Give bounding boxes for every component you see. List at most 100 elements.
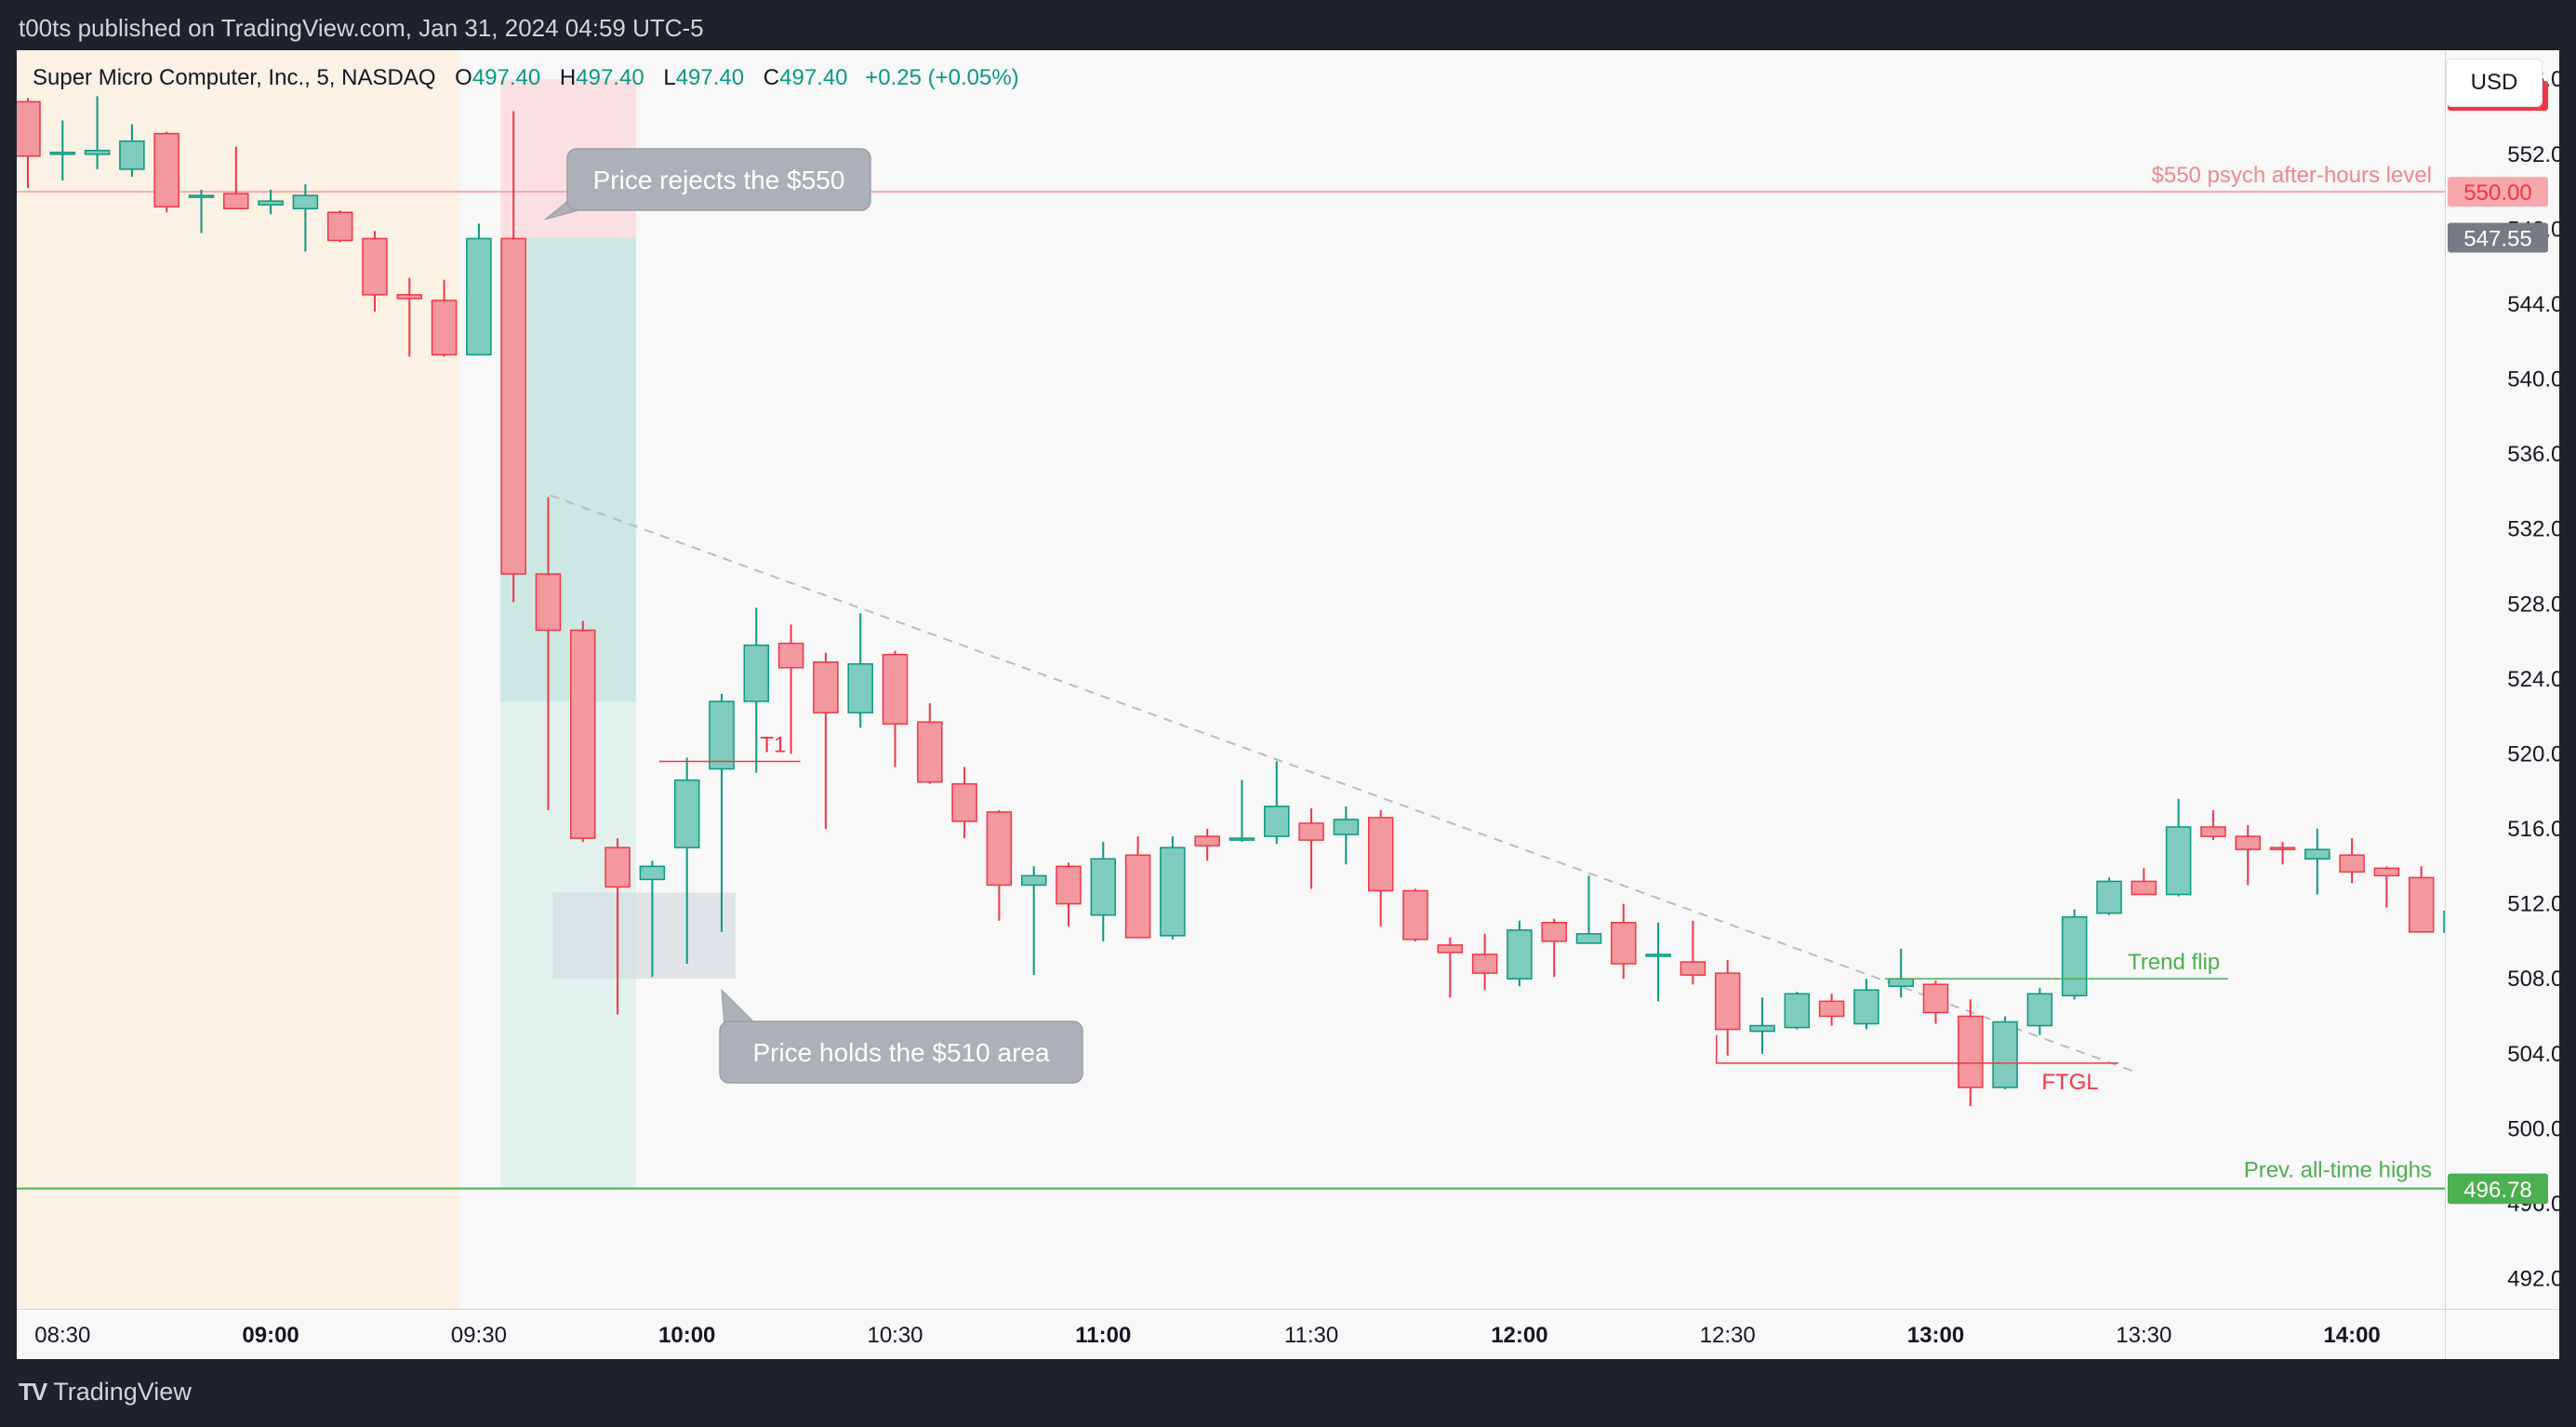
candle-body xyxy=(917,721,943,783)
low-value: 497.40 xyxy=(675,65,745,90)
candle-body xyxy=(1367,817,1394,892)
price-tick-label: 512.00 xyxy=(2507,892,2559,917)
time-axis-separator xyxy=(17,1309,2559,1310)
price-tick-label: 544.00 xyxy=(2507,292,2559,317)
candle-body xyxy=(1471,954,1498,974)
candle-body xyxy=(153,132,179,207)
price-tick-label: 528.00 xyxy=(2507,592,2559,617)
holds-callout-bubble xyxy=(719,1020,1083,1084)
price-badge xyxy=(2448,222,2548,253)
candle-body xyxy=(639,865,666,881)
candles-group xyxy=(17,96,2445,1107)
holds-callout-text: Price holds the $510 area xyxy=(752,1038,1050,1067)
candle-body xyxy=(292,194,319,209)
trend-flip-label: Trend flip xyxy=(2128,950,2220,975)
candle-body xyxy=(951,782,977,822)
premarket-background xyxy=(17,50,460,1309)
rejects-callout-text: Price rejects the $550 xyxy=(593,166,845,194)
candle-body xyxy=(2131,880,2158,896)
price-tick-label: 552.00 xyxy=(2507,142,2559,167)
candle-body xyxy=(1611,921,1637,965)
price-badge-label: 550.00 xyxy=(2463,180,2531,206)
candle-body xyxy=(2235,835,2261,850)
candle-body xyxy=(2026,993,2053,1027)
t1-label: T1 xyxy=(760,732,786,757)
candle-body xyxy=(258,200,284,206)
candle-body xyxy=(2373,867,2400,877)
low-label: L xyxy=(663,65,676,90)
candle-body xyxy=(1749,1024,1775,1033)
candle-body xyxy=(2200,826,2226,837)
candle-body xyxy=(847,662,873,714)
candle-body xyxy=(2061,915,2088,997)
chart-frame[interactable]: $550 psych after-hours level Prev. all-ti… xyxy=(17,50,2559,1359)
ftgl-line xyxy=(1715,1034,2118,1064)
time-tick-label: 12:00 xyxy=(1491,1323,1547,1348)
high-label: H xyxy=(559,65,577,90)
time-tick-label: 13:00 xyxy=(1907,1323,1964,1348)
candle-body xyxy=(1958,1015,1984,1088)
candle-body xyxy=(1228,837,1255,841)
candle-body xyxy=(2165,826,2192,896)
price-axis-separator xyxy=(2445,50,2446,1359)
candlestick-chart[interactable]: $550 psych after-hours level Prev. all-ti… xyxy=(17,50,2559,1359)
price-tick-label: 508.00 xyxy=(2507,967,2559,992)
time-tick-label: 13:30 xyxy=(2116,1323,2171,1348)
open-label: O xyxy=(455,65,472,90)
symbol-name[interactable]: Super Micro Computer, Inc., 5, NASDAQ xyxy=(33,65,436,90)
currency-button[interactable]: USD xyxy=(2446,59,2543,107)
candle-body xyxy=(986,811,1013,887)
price-tick-label: 492.00 xyxy=(2507,1266,2559,1291)
close-value: 497.40 xyxy=(779,65,848,90)
price-tick-label: 520.00 xyxy=(2507,741,2559,767)
candle-body xyxy=(1194,835,1220,847)
candle-body xyxy=(2096,880,2122,914)
close-label: C xyxy=(763,65,780,90)
candle-body xyxy=(1853,989,1879,1025)
candle-body xyxy=(1784,993,1811,1029)
candle-body xyxy=(1714,972,1741,1031)
candle-body xyxy=(362,237,388,296)
trendline-dashed xyxy=(550,494,2138,1074)
price-badge xyxy=(2448,177,2548,207)
candle-body xyxy=(1818,1000,1845,1018)
top-bar: t00ts published on TradingView.com, Jan … xyxy=(0,0,2576,50)
candle-body xyxy=(570,629,596,839)
high-value: 497.40 xyxy=(576,65,644,90)
time-tick-label: 10:00 xyxy=(658,1323,715,1348)
time-tick-label: 09:30 xyxy=(451,1323,507,1348)
candle-body xyxy=(1264,806,1290,837)
candle-body xyxy=(1922,983,1949,1014)
candle-body xyxy=(535,573,562,632)
publish-credit: t00ts published on TradingView.com, Jan … xyxy=(19,14,704,42)
time-tick-label: 09:00 xyxy=(242,1323,299,1348)
price-tick-label: 524.00 xyxy=(2507,667,2559,692)
open-value: 497.40 xyxy=(471,65,541,90)
price-tick-label: 500.00 xyxy=(2507,1116,2559,1141)
candle-body xyxy=(1680,961,1706,976)
candle-body xyxy=(1333,819,1360,835)
time-tick-label: 12:30 xyxy=(1700,1323,1756,1348)
candle-body xyxy=(2408,876,2435,933)
change-value: +0.25 (+0.05%) xyxy=(865,65,1019,90)
candle-body xyxy=(1160,847,1186,937)
candle-body xyxy=(431,300,458,356)
time-tick-label: 08:30 xyxy=(34,1323,90,1348)
candle-body xyxy=(326,211,353,242)
price-tick-label: 540.00 xyxy=(2507,367,2559,393)
bottom-bar: TV TradingView xyxy=(0,1359,2576,1427)
candle-body xyxy=(2339,854,2365,874)
price-tick-label: 504.00 xyxy=(2507,1042,2559,1067)
candle-body xyxy=(466,237,492,356)
candle-body xyxy=(1090,858,1117,916)
price-badge-label: 496.78 xyxy=(2463,1178,2531,1203)
time-tick-label: 10:30 xyxy=(867,1323,923,1348)
candle-body xyxy=(777,642,804,669)
candle-body xyxy=(84,150,111,155)
price-tick-label: 532.00 xyxy=(2507,517,2559,542)
rejects-callout-bubble xyxy=(566,148,871,211)
tradingview-brand[interactable]: TV TradingView xyxy=(19,1378,192,1407)
candle-body xyxy=(17,100,41,157)
ath-level-label: Prev. all-time highs xyxy=(2244,1158,2432,1183)
candle-body xyxy=(119,140,145,170)
